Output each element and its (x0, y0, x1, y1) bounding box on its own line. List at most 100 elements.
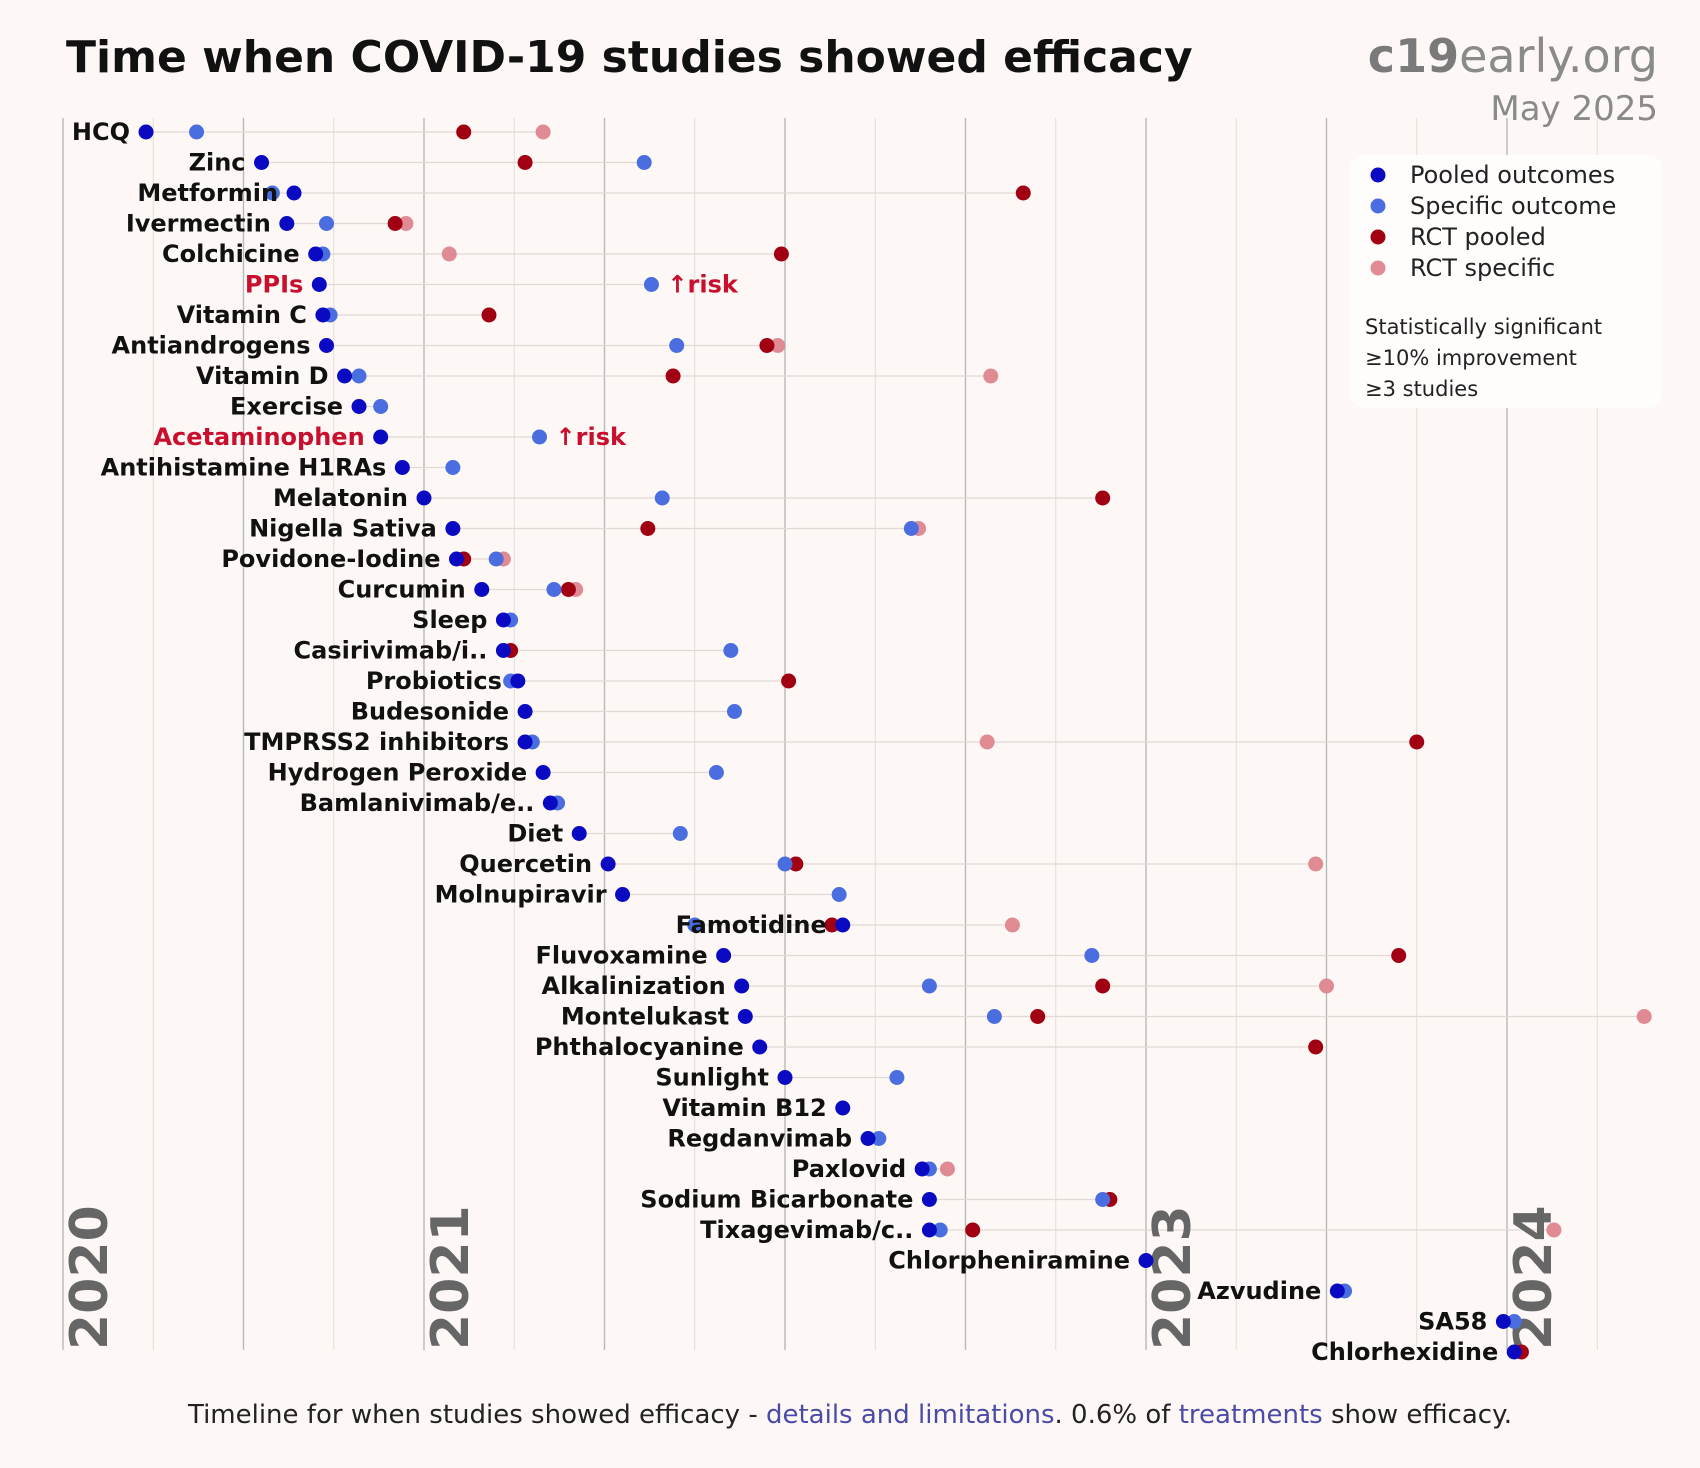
data-point-pooled (615, 887, 631, 902)
treatment-label[interactable]: Molnupiravir (435, 881, 607, 909)
legend-note-2: ≥10% improvement (1365, 346, 1577, 370)
data-point-rct-pooled (1409, 734, 1425, 750)
data-point-pooled (474, 582, 490, 597)
data-point-pooled (279, 216, 295, 231)
treatment-label[interactable]: Antiandrogens (112, 332, 311, 360)
treatment-label[interactable]: Diet (507, 820, 563, 848)
treatment-label[interactable]: Budesonide (351, 698, 509, 726)
treatment-label[interactable]: Sleep (412, 606, 487, 634)
legend-dot-pooled (1370, 167, 1386, 183)
data-point-rct-pooled (665, 368, 681, 384)
data-point-specific (1506, 1314, 1522, 1329)
data-point-rct-pooled (781, 673, 797, 689)
treatment-label[interactable]: Sodium Bicarbonate (640, 1186, 913, 1214)
treatment-label[interactable]: Bamlanivimab/e.. (300, 789, 535, 817)
treatment-label[interactable]: Sunlight (655, 1064, 769, 1092)
treatment-label[interactable]: Alkalinization (542, 972, 726, 1000)
data-point-specific (708, 765, 724, 780)
data-point-rct-pooled (1015, 185, 1031, 201)
footer-suffix: show efficacy. (1322, 1400, 1513, 1430)
treatment-label[interactable]: Zinc (189, 149, 246, 177)
efficacy-timeline-chart: 2020 2021 2023 2024 HCQZincMetforminIvermec… (60, 29, 1662, 1366)
treatment-label[interactable]: Vitamin B12 (662, 1094, 826, 1122)
treatment-label[interactable]: Exercise (230, 393, 343, 421)
treatment-label[interactable]: Phthalocyanine (535, 1033, 744, 1061)
data-point-specific (889, 1070, 905, 1085)
treatment-label[interactable]: Ivermectin (126, 210, 271, 238)
data-point-rct-pooled (640, 521, 656, 536)
data-point-rct-pooled (773, 246, 789, 262)
brand-light: early.org (1459, 29, 1658, 83)
data-point-specific (723, 643, 739, 658)
data-point-rct-pooled (560, 582, 576, 597)
data-point-pooled (600, 856, 616, 872)
treatment-label[interactable]: Povidone-Iodine (221, 545, 440, 573)
vertical-gridlines (62, 118, 1598, 1350)
treatment-label[interactable]: Probiotics (366, 667, 502, 695)
data-point-rct-specific (398, 216, 414, 231)
treatment-label[interactable]: TMPRSS2 inhibitors (244, 728, 509, 756)
treatment-label[interactable]: HCQ (72, 118, 130, 146)
data-point-rct-specific (535, 124, 551, 140)
treatment-label[interactable]: Nigella Sativa (249, 515, 437, 543)
treatment-label[interactable]: Casirivimab/i.. (294, 637, 488, 665)
data-point-rct-pooled (759, 338, 775, 353)
treatment-label[interactable]: Famotidine (676, 911, 827, 939)
treatment-label[interactable]: Hydrogen Peroxide (268, 759, 528, 787)
treatment-label[interactable]: PPIs (245, 271, 303, 299)
treatment-label[interactable]: Colchicine (162, 240, 300, 268)
risk-label: ↑risk (556, 423, 627, 451)
legend: Pooled outcomes Specific outcome RCT poole… (1350, 155, 1662, 408)
treatment-label[interactable]: Antihistamine H1RAs (101, 454, 387, 482)
legend-dot-rct-pooled (1370, 229, 1386, 245)
treatment-label[interactable]: Acetaminophen (153, 423, 364, 451)
treatment-label[interactable]: Curcumin (338, 576, 466, 604)
data-point-pooled (860, 1131, 876, 1146)
data-point-pooled (448, 551, 464, 567)
treatment-label[interactable]: Azvudine (1197, 1277, 1321, 1305)
data-point-rct-specific (441, 246, 457, 262)
treatment-label[interactable]: Regdanvimab (667, 1125, 852, 1153)
year-tick-label: 2020 (60, 1205, 120, 1350)
data-point-pooled (914, 1161, 930, 1177)
data-point-pooled (716, 948, 732, 963)
data-point-specific (319, 216, 335, 231)
data-point-rct-specific (770, 338, 786, 353)
data-point-pooled (571, 826, 587, 841)
treatment-label[interactable]: Chlorhexidine (1311, 1338, 1498, 1366)
data-point-rct-specific (1319, 978, 1334, 994)
legend-label: RCT pooled (1410, 223, 1546, 251)
treatment-label[interactable]: Melatonin (273, 484, 408, 512)
data-point-rct-specific (1308, 856, 1324, 872)
treatment-label[interactable]: Vitamin C (177, 301, 307, 329)
data-point-specific (1095, 1192, 1111, 1207)
treatment-label[interactable]: Vitamin D (196, 362, 329, 390)
treatment-label[interactable]: Tixagevimab/c.. (700, 1216, 913, 1244)
data-point-pooled (254, 155, 270, 170)
treatment-label[interactable]: Chlorpheniramine (888, 1247, 1130, 1275)
treatment-label[interactable]: Paxlovid (792, 1155, 906, 1183)
brand-logo[interactable]: c19early.org May 2025 (1368, 29, 1658, 129)
data-point-specific (264, 185, 280, 201)
data-point-specific (903, 521, 919, 536)
treatment-label[interactable]: SA58 (1418, 1308, 1487, 1336)
data-point-pooled (777, 1070, 793, 1085)
details-link[interactable]: details and limitations (765, 1400, 1055, 1430)
treatment-label[interactable]: Quercetin (459, 850, 592, 878)
data-point-rct-pooled (387, 216, 403, 231)
data-point-rct-pooled (456, 124, 472, 140)
legend-label: RCT specific (1410, 254, 1555, 282)
treatment-label[interactable]: Fluvoxamine (536, 942, 708, 970)
data-point-specific (777, 856, 793, 872)
treatments-link[interactable]: treatments (1178, 1400, 1323, 1430)
treatment-label[interactable]: Montelukast (561, 1003, 729, 1031)
data-point-rct-pooled (1391, 948, 1407, 963)
data-point-rct-pooled (824, 917, 840, 933)
treatment-label[interactable]: Metformin (137, 179, 278, 207)
data-point-rct-pooled (1095, 490, 1111, 506)
legend-box (1350, 155, 1662, 408)
data-point-pooled (510, 673, 526, 689)
svg-text:c19early.org: c19early.org (1368, 29, 1658, 83)
data-points (138, 124, 1652, 1360)
row-lines (146, 131, 1645, 1353)
